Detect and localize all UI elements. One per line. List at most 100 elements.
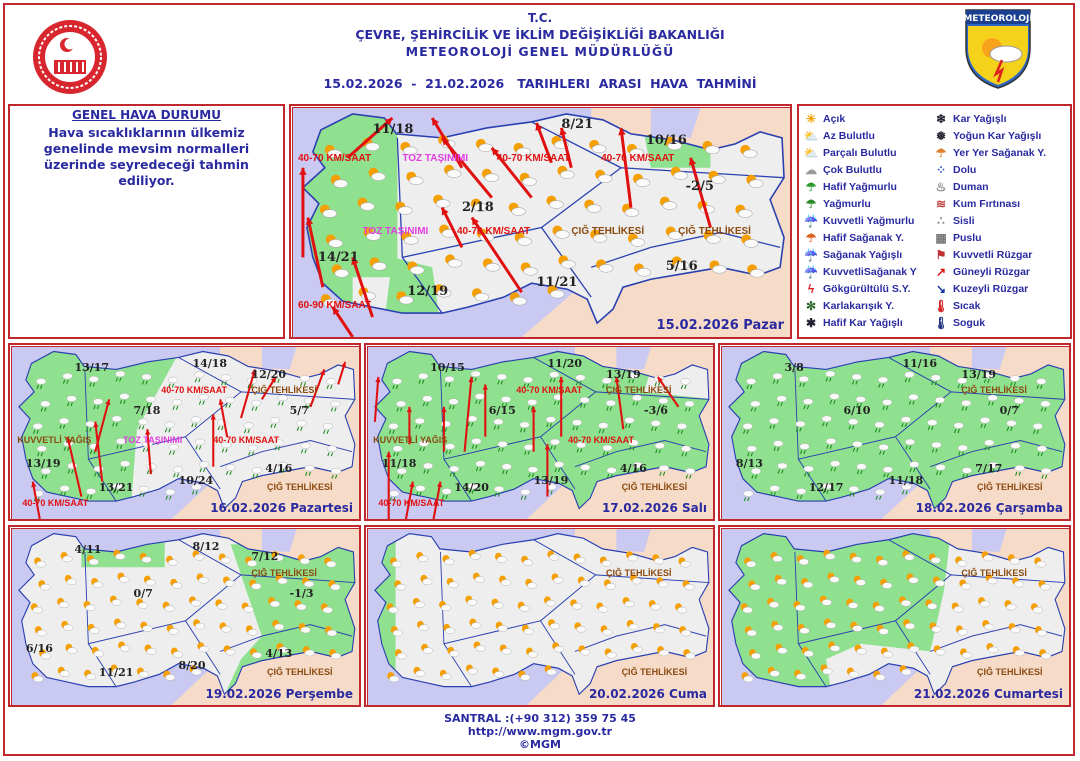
cloud-icon <box>1004 600 1017 611</box>
rain-icon <box>798 375 809 387</box>
cloud-icon <box>903 619 916 630</box>
map-annotation: TOZ TAŞINIMI <box>123 434 183 445</box>
partly-cloudy-icon <box>604 648 617 659</box>
cloud-icon <box>1034 626 1048 637</box>
map-date-label: 21.02.2026 Cumartesi <box>913 687 1063 701</box>
partly-cloudy-icon <box>626 551 638 562</box>
legend-label: Puslu <box>953 231 982 244</box>
temperature-label: 11/18 <box>381 457 417 471</box>
south-wind-arrow-icon <box>31 481 41 519</box>
cloud-icon <box>401 231 419 245</box>
cloud-icon <box>60 551 73 563</box>
cloud-icon <box>110 664 123 675</box>
cloud-icon <box>297 554 310 565</box>
map-annotation: ÇIĞ TEHLİKESİ <box>977 482 1043 493</box>
region-border <box>541 167 785 228</box>
map-date-label: 15.02.2026 Pazar <box>656 318 784 333</box>
legend-label: Hafif Sağanak Y. <box>823 231 904 244</box>
rain-icon <box>269 417 281 428</box>
cloud-icon <box>84 669 97 680</box>
rain-icon <box>746 378 757 390</box>
partly-cloudy-icon <box>543 596 556 607</box>
legend-item: ↘ Kuzeyli Rüzgar <box>932 280 1068 297</box>
ministry-seal-logo <box>33 20 107 94</box>
rain-icon <box>1013 397 1025 409</box>
rain-icon <box>415 485 426 497</box>
rain-icon <box>58 417 70 429</box>
rain-icon <box>829 393 840 405</box>
legend-item: ☔ Sağanak Yağışlı <box>802 246 932 263</box>
region-border <box>540 574 709 622</box>
cloud-icon <box>139 552 152 563</box>
legend-item: ▦ Puslu <box>932 229 1068 246</box>
region-border <box>440 551 472 687</box>
rain-icon <box>676 423 687 434</box>
sleet-icon: ✻ <box>805 298 817 313</box>
header-ministry: ÇEVRE, ŞEHİRCİLİK VE İKLİM DEĞİŞİKLİĞİ B… <box>355 27 725 42</box>
temperature-label: 7/17 <box>975 462 1003 476</box>
rain-icon <box>930 374 941 386</box>
partly-cloudy-icon <box>471 288 490 302</box>
cloud-icon <box>114 618 127 629</box>
cloud-icon <box>630 643 643 654</box>
map-panel-day-5: 4/11 8/12 7/12 0/7 -1/3 6/16 11/21 8/20 4/13 ÇIĞ … <box>8 525 361 707</box>
rain-icon <box>685 467 696 479</box>
rain-icon <box>580 464 591 476</box>
rain-icon <box>224 396 235 408</box>
sun-icon: ☀ <box>805 111 817 126</box>
rain-icon <box>145 396 156 408</box>
map-annotation: TOZ TAŞINIMI <box>402 152 469 164</box>
temperature-label: 3/8 <box>784 360 804 374</box>
light-shower-icon: ☂ <box>805 230 817 245</box>
partly-cloudy-icon <box>599 556 612 567</box>
cloud-icon <box>982 620 995 631</box>
temperature-label: 14/18 <box>192 357 228 371</box>
legend-item: ✱ Hafif Kar Yağışlı <box>802 314 932 331</box>
rain-icon <box>330 400 341 412</box>
cloud-icon <box>324 626 338 637</box>
rain-icon <box>746 445 757 457</box>
cloud-icon <box>215 599 228 610</box>
cloud-icon <box>196 573 209 584</box>
partly-cloudy-icon <box>552 225 570 239</box>
rain-icon <box>848 485 859 497</box>
south-wind-arrow-icon <box>530 406 537 452</box>
cloud-icon <box>519 172 537 186</box>
light-snow-icon: ✱ <box>805 315 817 330</box>
partly-cloudy-icon <box>521 624 534 635</box>
cloud-icon <box>86 555 99 566</box>
rain-icon <box>115 438 127 449</box>
rain-icon <box>856 463 867 475</box>
cloud-icon <box>170 578 183 589</box>
cloud-icon <box>395 201 413 215</box>
south-wind-arrow-icon <box>260 376 277 400</box>
cloud-icon <box>416 620 429 632</box>
cloud-icon <box>906 573 919 584</box>
partly-cloudy-icon <box>445 254 463 268</box>
rain-icon <box>120 460 131 472</box>
cloud-icon <box>494 552 507 563</box>
legend-item: ∴ Sisli <box>932 212 1068 229</box>
map-annotation: KUVVETLİ YAĞIŞ <box>17 434 92 445</box>
cloud-icon <box>109 595 122 606</box>
hail-icon: ⁘ <box>935 162 947 177</box>
region-border <box>178 539 242 576</box>
general-weather-panel: GENEL HAVA DURUMU Hava sıcaklıklarının ü… <box>8 104 285 339</box>
temperature-label: 12/19 <box>407 284 449 300</box>
rain-icon <box>418 440 429 452</box>
footer-copyright: ©MGM <box>519 738 561 751</box>
south-wind-arrow-icon <box>240 369 257 419</box>
map-panel-day-2: 13/17 14/18 12/20 7/18 5/7 13/19 13/21 10/24 4/1… <box>8 343 361 521</box>
heavy-shower-icon: ☔ <box>803 264 819 279</box>
partly-cloudy-icon <box>589 139 607 154</box>
map-panel-day-6: ÇIĞ TEHLİKESİ ÇIĞ TEHLİKESİ 20.02.2026 Cum… <box>364 525 715 707</box>
strong-wind-icon: ⚑ <box>935 247 947 262</box>
footer-url[interactable]: http://www.mgm.gov.tr <box>467 725 613 738</box>
cloud-icon <box>91 646 104 658</box>
cloud-icon <box>472 572 485 583</box>
rain-icon <box>36 378 47 390</box>
south-wind-arrow-icon <box>559 127 573 169</box>
cloud-icon <box>978 597 991 608</box>
partly-cloudy-icon <box>434 284 452 298</box>
partly-cloudy-icon <box>386 603 399 614</box>
